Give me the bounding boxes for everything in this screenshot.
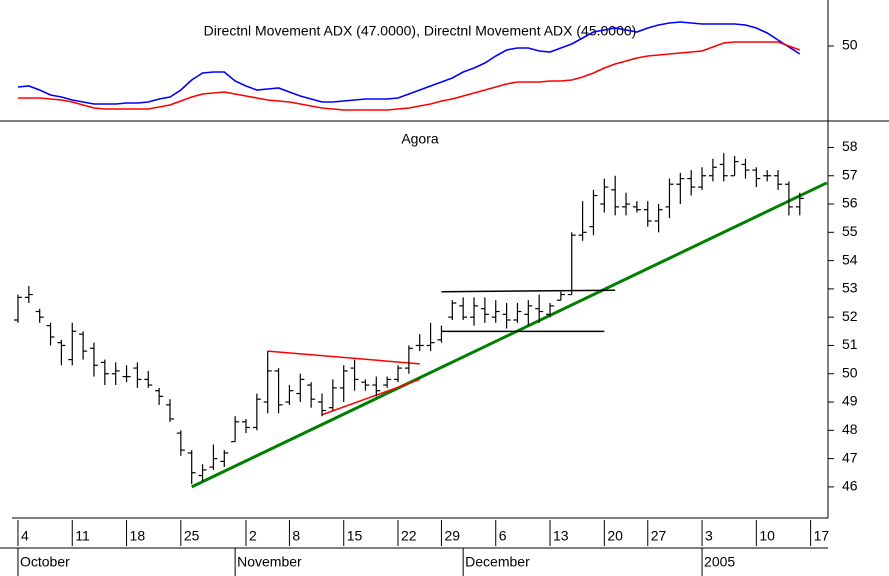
- y-tick-label: 51: [842, 336, 858, 352]
- y-tick-label: 48: [842, 421, 858, 437]
- y-tick-label: 57: [842, 166, 858, 182]
- x-tick-label: 15: [347, 528, 363, 544]
- trendline: [321, 378, 420, 416]
- x-tick-label: 8: [292, 528, 300, 544]
- y-tick-label: 58: [842, 138, 858, 154]
- y-tick-label: 50: [842, 37, 858, 53]
- y-tick-label: 53: [842, 280, 858, 296]
- x-tick-label: 10: [759, 528, 775, 544]
- x-tick-label: 6: [499, 528, 507, 544]
- trendline: [191, 181, 828, 489]
- x-tick-label: 22: [401, 528, 417, 544]
- x-tick-label: 18: [130, 528, 146, 544]
- x-tick-label: 27: [651, 528, 667, 544]
- adx-line: [17, 21, 801, 105]
- x-tick-label: 11: [75, 528, 90, 544]
- month-label: October: [20, 554, 70, 570]
- x-tick-label: 13: [553, 528, 569, 544]
- adx-line: [17, 41, 801, 111]
- x-tick-label: 4: [21, 528, 29, 544]
- x-tick-label: 3: [705, 528, 713, 544]
- month-label: November: [237, 554, 302, 570]
- y-tick-label: 52: [842, 308, 858, 324]
- adx-title: Directnl Movement ADX (47.0000), Directn…: [204, 23, 637, 39]
- y-tick-label: 56: [842, 195, 858, 211]
- x-tick-label: 20: [607, 528, 623, 544]
- month-label: 2005: [704, 554, 735, 570]
- y-tick-label: 49: [842, 393, 858, 409]
- y-tick-label: 50: [842, 364, 858, 380]
- x-tick-label: 29: [444, 528, 460, 544]
- y-tick-label: 47: [842, 449, 858, 465]
- trendline: [441, 289, 616, 293]
- month-label: December: [465, 554, 530, 570]
- x-tick-label: 25: [184, 528, 200, 544]
- price-title: Agora: [401, 131, 439, 147]
- y-tick-label: 54: [842, 251, 858, 267]
- x-tick-label: 17: [814, 528, 830, 544]
- y-tick-label: 46: [842, 478, 858, 494]
- y-tick-label: 55: [842, 223, 858, 239]
- trendline: [267, 350, 420, 365]
- x-tick-label: 2: [249, 528, 257, 544]
